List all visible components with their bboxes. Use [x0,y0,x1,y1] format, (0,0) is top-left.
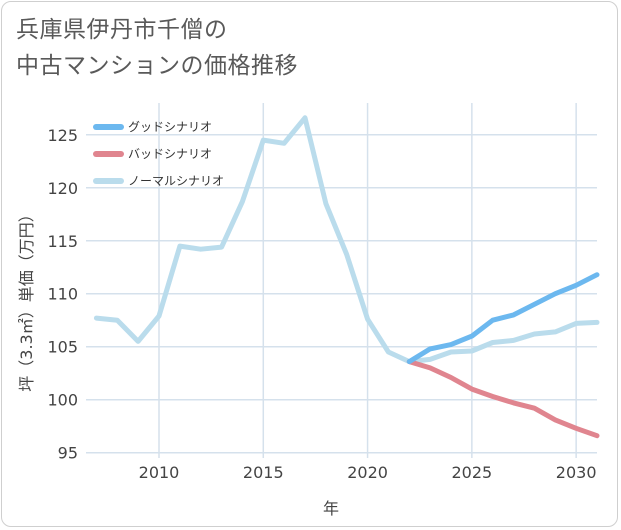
legend-label: グッドシナリオ [128,120,212,134]
x-axis-label: 年 [323,499,339,518]
series-line-1 [406,272,600,365]
chart-title: 兵庫県伊丹市千僧の 中古マンションの価格推移 [16,12,298,84]
y-axis-ticks: 95 100 105 110 115 120 125 [47,126,78,463]
y-axis-label: 坪（3.3㎡）単価（万円） [17,206,36,391]
x-tick-label: 2025 [451,463,492,482]
x-tick-label: 2015 [243,463,284,482]
title-line-2: 中古マンションの価格推移 [16,53,298,79]
title-line-1: 兵庫県伊丹市千僧の [16,17,228,43]
series-line-3 [93,115,600,365]
y-tick-label: 110 [47,285,78,304]
y-tick-label: 120 [47,179,78,198]
y-tick-label: 95 [58,444,78,463]
x-tick-label: 2010 [139,463,180,482]
y-tick-label: 115 [47,232,78,251]
legend-label: バッドシナリオ [128,147,212,161]
y-tick-label: 105 [47,338,78,357]
legend-label: ノーマルシナリオ [128,174,224,188]
x-axis-ticks: 2010 2015 2020 2025 2030 [139,463,597,482]
x-tick-label: 2020 [347,463,388,482]
x-tick-label: 2030 [556,463,597,482]
y-tick-label: 100 [47,391,78,410]
grid-lines [86,103,597,458]
series-lines [93,115,600,439]
series-line-2 [406,359,600,439]
y-tick-label: 125 [47,126,78,145]
